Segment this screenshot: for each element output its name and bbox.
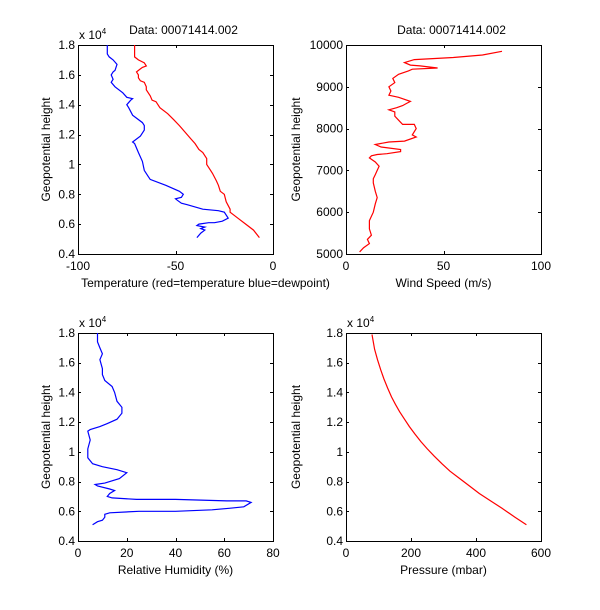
x-tick-label: 60: [218, 546, 232, 560]
y-tick-label: 1.4: [58, 385, 75, 399]
y-tick-label: 8000: [316, 122, 343, 136]
x-axis-label: Wind Speed (m/s): [395, 276, 491, 290]
y-tick-label: 10000: [310, 38, 344, 52]
x-tick-label: 0: [343, 546, 350, 560]
y-tick-label: 0.4: [58, 247, 75, 261]
y-tick-label: 1.8: [326, 326, 343, 340]
series-line-dewpoint: [106, 45, 230, 238]
y-tick-label: 1.6: [58, 356, 75, 370]
multiplier-exponent: 4: [370, 315, 375, 324]
x-tick-label: 40: [169, 546, 183, 560]
series-line-pressure: [371, 334, 527, 526]
x-axis-label: Relative Humidity (%): [118, 563, 233, 577]
y-tick-label: 1.4: [326, 385, 343, 399]
y-tick-label: 1.2: [58, 128, 75, 142]
x-tick-label: 0: [343, 259, 350, 273]
y-tick-label: 0.8: [58, 475, 75, 489]
x-tick-label: 20: [120, 546, 134, 560]
series-line-wind-speed: [359, 50, 503, 253]
x-tick-label: 400: [466, 546, 486, 560]
x-tick-label: 0: [270, 259, 277, 273]
x-tick-label: -100: [66, 259, 90, 273]
y-axis-label: Geopotential height: [289, 97, 303, 202]
x-tick-label: -50: [167, 259, 185, 273]
multiplier-base: x 10: [79, 28, 102, 42]
subplot-3: 0 20 40 60 80 0.4 0.6 0.8 1 1.2 1.4 1.6 1.8 Relative …: [39, 315, 280, 577]
y-axis-multiplier: x 104: [79, 27, 107, 42]
y-tick-label: 7000: [316, 163, 343, 177]
y-tick-label: 1.2: [326, 415, 343, 429]
multiplier-exponent: 4: [102, 315, 107, 324]
y-tick-label: 5000: [316, 247, 343, 261]
y-tick-label: 0.8: [326, 475, 343, 489]
y-tick-label: 0.6: [58, 504, 75, 518]
y-tick-label: 1: [68, 445, 75, 459]
axes-box: [78, 45, 274, 255]
x-tick-label: 200: [401, 546, 421, 560]
series-line-temperature: [134, 45, 260, 238]
x-tick-label: 0: [75, 546, 82, 560]
axes-box: [78, 333, 274, 542]
y-tick-label: 1.8: [58, 38, 75, 52]
y-tick-label: 0.6: [326, 504, 343, 518]
multiplier-base: x 10: [79, 316, 102, 330]
y-tick-label: 9000: [316, 80, 343, 94]
y-tick-label: 1.6: [58, 68, 75, 82]
y-axis-label: Geopotential height: [39, 97, 53, 202]
x-tick-label: 600: [531, 546, 551, 560]
multiplier-exponent: 4: [102, 27, 107, 36]
y-axis-multiplier: x 104: [347, 315, 375, 330]
chart-title: Data: 00071414.002: [129, 23, 238, 37]
x-tick-label: 80: [266, 546, 280, 560]
series-line-relative-humidity: [87, 333, 253, 526]
y-tick-label: 0.4: [326, 534, 343, 548]
subplot-1: -100 -50 0 0.4 0.6 0.8 1 1.2 1.4 1.6 1.8 Temperatur…: [39, 23, 330, 290]
subplot-2: 0 50 100 5000 6000 7000 8000 9000 10000 Wind Spee…: [289, 23, 551, 290]
chart-title: Data: 00071414.002: [397, 23, 506, 37]
y-tick-label: 1.4: [58, 98, 75, 112]
y-tick-label: 0.8: [58, 187, 75, 201]
x-axis-label: Pressure (mbar): [400, 563, 487, 577]
y-tick-label: 1.8: [58, 326, 75, 340]
y-tick-label: 0.4: [58, 534, 75, 548]
multiplier-base: x 10: [347, 316, 370, 330]
y-axis-label: Geopotential height: [39, 384, 53, 489]
y-tick-label: 1.2: [58, 415, 75, 429]
y-axis-label: Geopotential height: [289, 384, 303, 489]
axes-box: [346, 333, 542, 542]
axes-box: [346, 45, 542, 255]
x-tick-label: 50: [437, 259, 451, 273]
y-tick-label: 1: [336, 445, 343, 459]
x-axis-label: Temperature (red=temperature blue=dewpoi…: [81, 276, 330, 290]
subplot-4: 0 200 400 600 0.4 0.6 0.8 1 1.2 1.4 1.6 1.8 Pressure…: [289, 315, 551, 577]
y-axis-multiplier: x 104: [79, 315, 107, 330]
y-tick-label: 0.6: [58, 217, 75, 231]
x-tick-label: 100: [531, 259, 551, 273]
y-tick-label: 1: [68, 157, 75, 171]
y-tick-label: 1.6: [326, 356, 343, 370]
y-tick-label: 6000: [316, 205, 343, 219]
